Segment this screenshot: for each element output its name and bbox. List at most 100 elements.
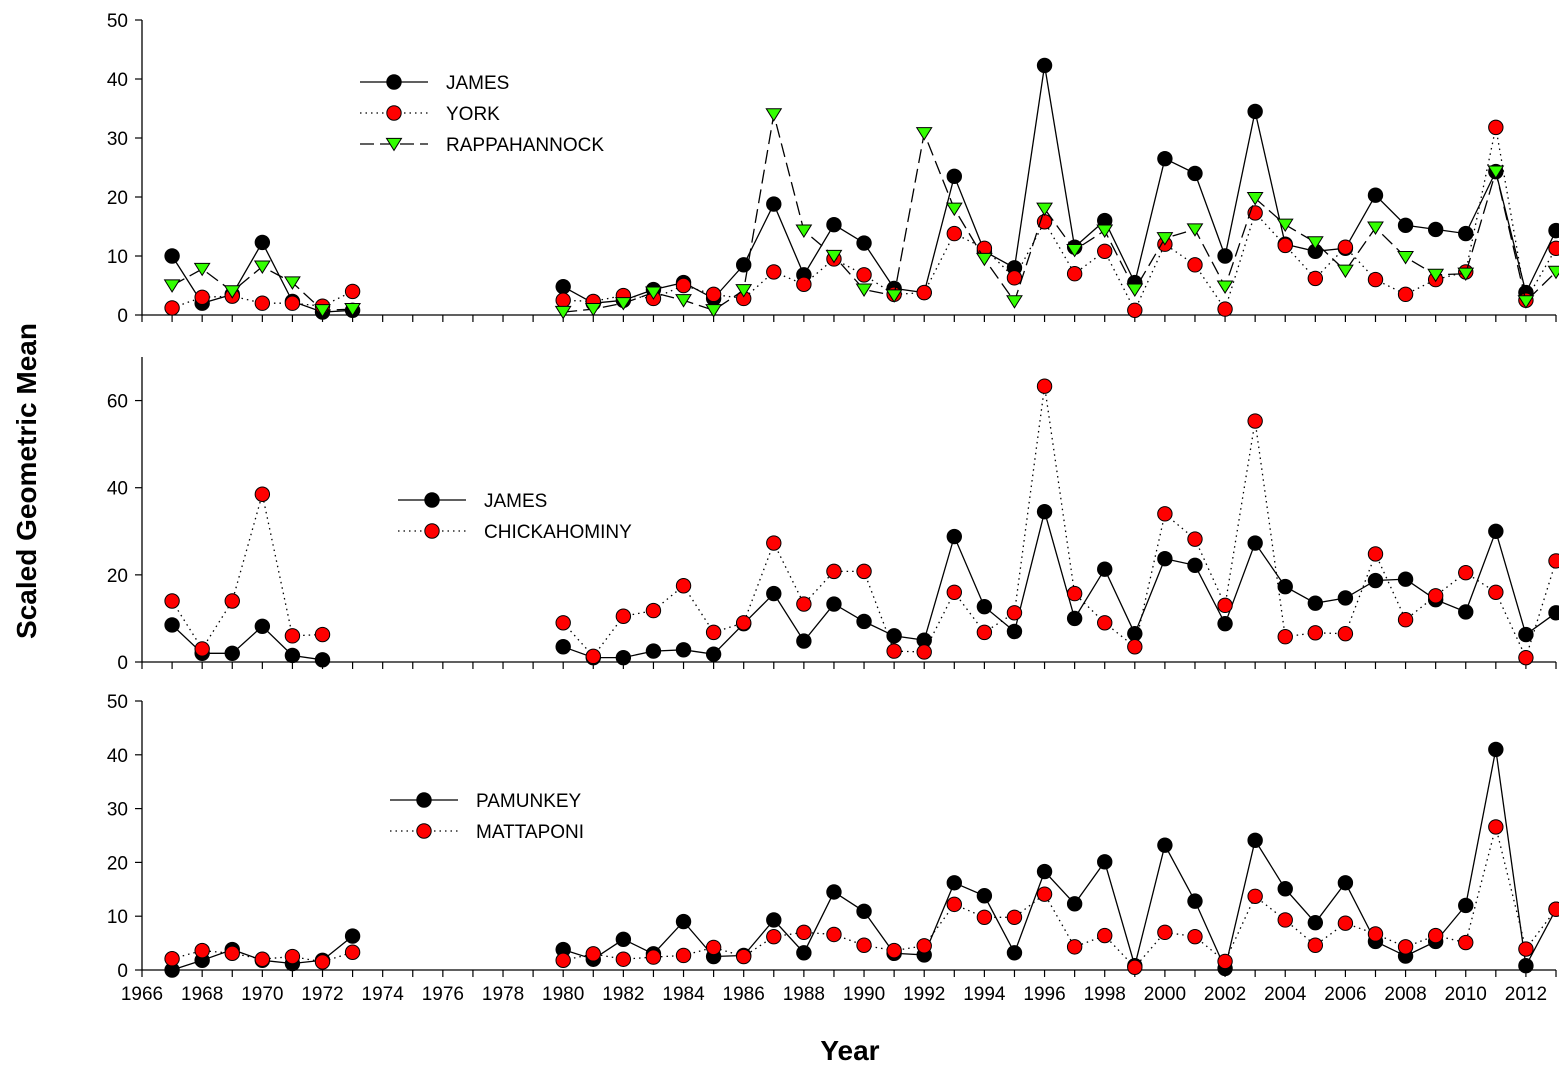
data-point	[1066, 610, 1083, 627]
data-point	[1006, 623, 1023, 640]
data-point	[164, 951, 180, 967]
x-tick-label: 1996	[1023, 984, 1065, 1005]
y-tick-label: 20	[107, 566, 128, 587]
x-tick-label: 1970	[241, 984, 283, 1005]
data-point	[314, 954, 331, 970]
data-point	[1036, 202, 1053, 217]
data-point	[1157, 150, 1173, 167]
data-point	[1367, 271, 1384, 288]
data-point	[1488, 584, 1504, 600]
data-point	[1488, 523, 1504, 539]
data-point	[585, 946, 601, 962]
data-point	[1276, 218, 1294, 233]
data-point	[164, 300, 180, 316]
data-point	[1157, 551, 1173, 567]
data-point	[1337, 915, 1354, 931]
data-point	[946, 584, 962, 600]
data-point	[1277, 237, 1293, 254]
series-line	[171, 826, 1557, 969]
x-tick-label: 1994	[963, 984, 1006, 1005]
legend-marker	[416, 823, 432, 839]
series-james	[164, 503, 1559, 668]
data-point	[1518, 957, 1534, 974]
data-point	[254, 486, 271, 502]
data-point	[1306, 236, 1324, 250]
x-tick-label: 2012	[1505, 984, 1547, 1005]
y-tick-label: 10	[107, 247, 128, 268]
data-point	[856, 267, 872, 283]
data-point	[1097, 854, 1113, 870]
data-point	[1006, 270, 1023, 286]
y-tick-label: 20	[107, 853, 128, 874]
y-tick-label: 40	[107, 746, 128, 767]
data-point	[1547, 265, 1559, 280]
data-point	[253, 260, 271, 274]
data-point	[1006, 295, 1023, 309]
data-point	[194, 289, 210, 305]
data-point	[796, 924, 812, 941]
data-point	[1487, 165, 1505, 179]
data-point	[916, 284, 932, 301]
data-point	[1277, 881, 1293, 897]
x-tick-label: 1992	[903, 984, 945, 1005]
data-point	[1397, 612, 1414, 628]
data-point	[1157, 506, 1173, 522]
data-point	[675, 578, 692, 594]
data-point	[1337, 625, 1354, 642]
data-point	[1397, 217, 1414, 234]
data-point	[1457, 267, 1475, 282]
x-tick-label: 2004	[1264, 984, 1307, 1005]
y-tick-label: 0	[117, 961, 128, 982]
data-point	[1097, 927, 1113, 944]
y-tick-label: 10	[107, 907, 128, 928]
data-point	[796, 633, 812, 649]
data-point	[765, 108, 783, 122]
data-point	[856, 903, 872, 920]
x-tick-label: 1968	[181, 984, 223, 1005]
data-point	[1097, 243, 1113, 259]
data-point	[1217, 301, 1233, 317]
data-point	[856, 235, 872, 251]
data-point	[1307, 270, 1324, 287]
data-point	[1186, 223, 1204, 237]
data-point	[826, 217, 842, 233]
data-point	[1277, 912, 1293, 928]
x-tick-label: 1982	[602, 984, 644, 1005]
data-point	[946, 225, 962, 242]
data-point	[1066, 896, 1083, 912]
data-point	[1036, 886, 1053, 902]
data-point	[705, 304, 723, 318]
panel-2: 0 20 40 60 JAMES CHICKAHOMINY	[107, 357, 1559, 674]
data-point	[705, 646, 722, 662]
data-point	[163, 279, 181, 293]
series-rappahannock	[163, 108, 1559, 320]
data-point	[1367, 187, 1384, 203]
data-point	[1427, 588, 1444, 604]
series-line	[171, 127, 1557, 312]
data-point	[916, 938, 932, 954]
data-point	[1518, 941, 1534, 957]
data-point	[916, 644, 932, 660]
data-point	[1277, 578, 1293, 595]
data-point	[1548, 553, 1559, 569]
data-point	[1427, 268, 1445, 283]
data-point	[1066, 266, 1083, 282]
data-point	[615, 951, 632, 967]
x-tick-label: 2002	[1204, 984, 1246, 1005]
data-point	[1246, 192, 1264, 206]
x-tick-label: 1966	[121, 984, 163, 1005]
y-tick-label: 40	[107, 479, 128, 500]
data-point	[1036, 57, 1053, 74]
data-point	[314, 626, 331, 643]
data-point	[1307, 625, 1324, 641]
data-point	[1337, 590, 1354, 606]
legend-marker	[424, 492, 440, 508]
x-tick-label: 1980	[542, 984, 584, 1005]
y-tick-label: 50	[107, 11, 128, 32]
data-point	[945, 202, 963, 217]
data-point	[1518, 626, 1534, 643]
data-point	[795, 224, 813, 238]
data-point	[886, 942, 902, 959]
data-point	[1036, 503, 1053, 520]
data-point	[284, 295, 301, 311]
